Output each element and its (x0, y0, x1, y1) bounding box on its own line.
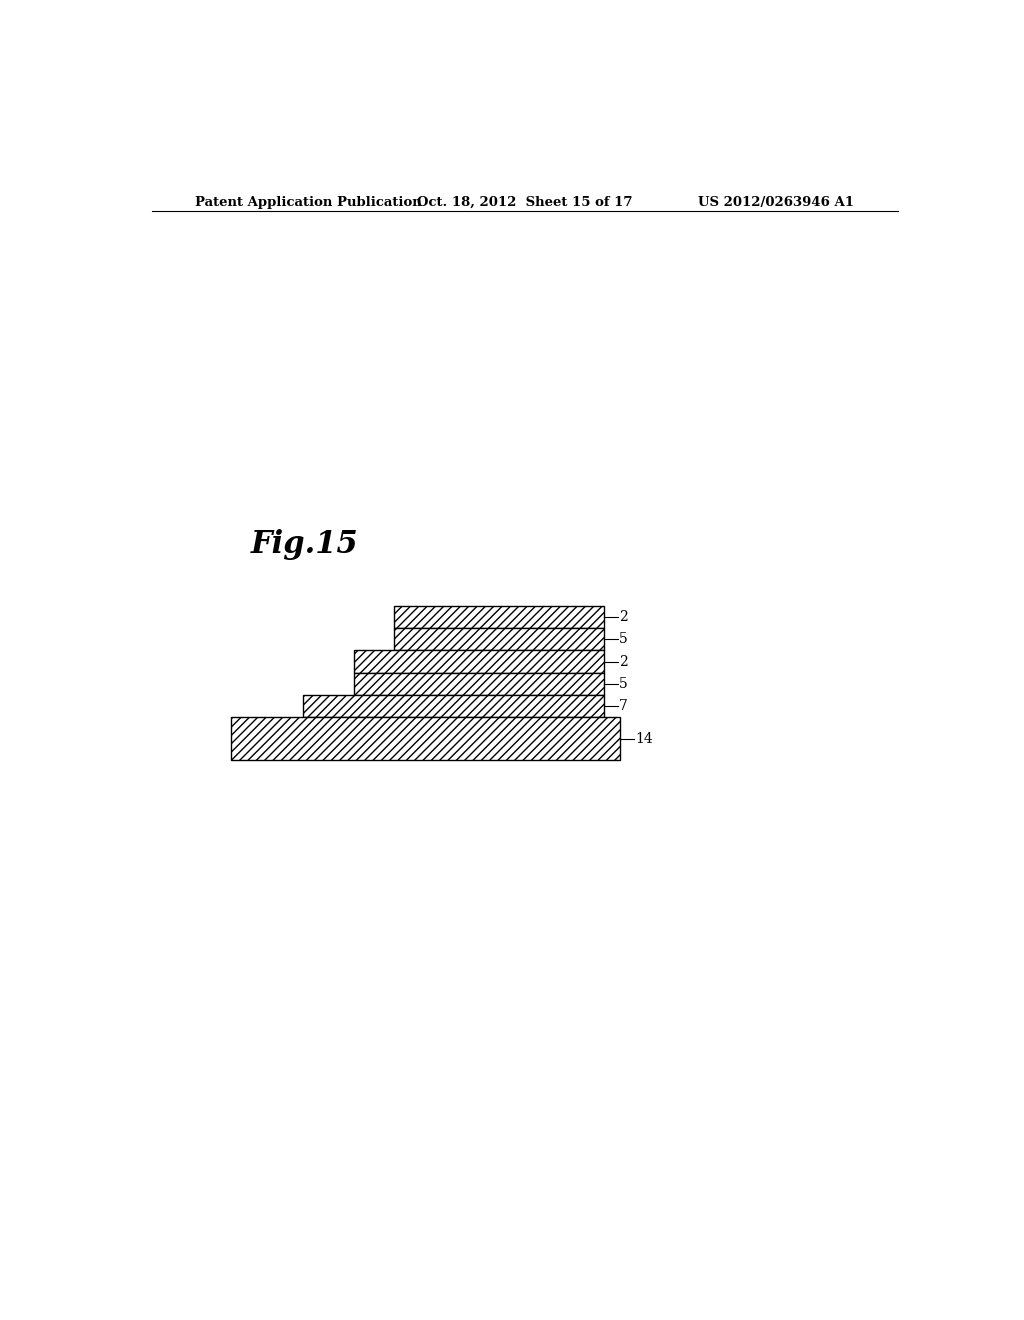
Bar (354, 673, 604, 696)
Text: 14: 14 (635, 731, 653, 746)
Text: 2: 2 (620, 610, 628, 624)
Text: US 2012/0263946 A1: US 2012/0263946 A1 (698, 195, 854, 209)
Text: 2: 2 (620, 655, 628, 668)
Text: 5: 5 (620, 677, 628, 690)
Text: 7: 7 (620, 700, 628, 713)
Text: Oct. 18, 2012  Sheet 15 of 17: Oct. 18, 2012 Sheet 15 of 17 (417, 195, 633, 209)
Text: Patent Application Publication: Patent Application Publication (196, 195, 422, 209)
Bar (303, 696, 604, 718)
Bar (394, 628, 604, 651)
Text: Fig.15: Fig.15 (251, 529, 358, 560)
Text: 5: 5 (620, 632, 628, 647)
Bar (354, 651, 604, 673)
Bar (231, 718, 620, 760)
Bar (394, 606, 604, 628)
